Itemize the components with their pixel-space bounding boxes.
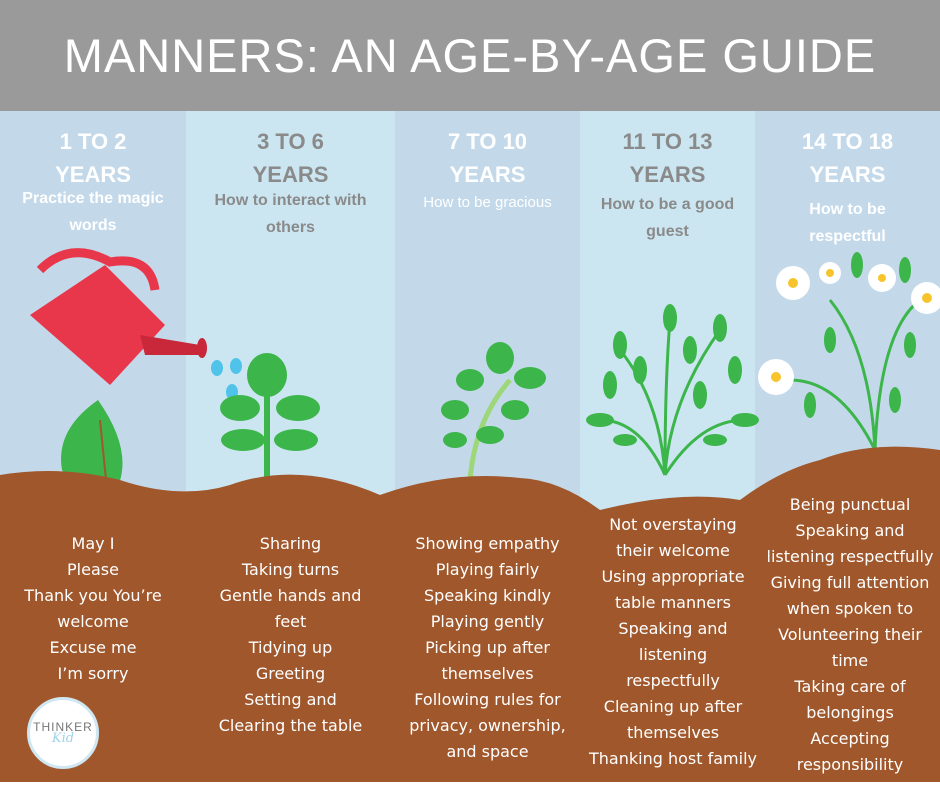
list-item: responsibility: [796, 755, 904, 774]
list-item: Speaking and: [618, 619, 728, 638]
list-11-to-13: Not overstaying their welcome Using appr…: [578, 512, 768, 772]
small-plant-icon: [220, 353, 320, 480]
list-item: Playing gently: [430, 612, 545, 631]
flower-plant-icon: [758, 252, 940, 451]
years-label: YEARS: [252, 162, 329, 187]
age-range: 11 TO 13: [622, 129, 713, 154]
logo-line-1: THINKER: [33, 720, 93, 734]
list-item: listening respectfully: [766, 547, 934, 566]
list-item: Speaking kindly: [424, 586, 551, 605]
list-item: Taking turns: [241, 560, 340, 579]
column-7-to-10: 7 TO 10 YEARS How to be gracious: [395, 111, 580, 531]
column-subtitle: How to interact with others: [214, 192, 367, 236]
header: MANNERS: AN AGE-BY-AGE GUIDE: [0, 0, 940, 111]
list-item: Cleaning up after: [603, 697, 743, 716]
water-drops-icon: [211, 358, 242, 400]
list-item: when spoken to: [786, 599, 914, 618]
list-item: Not overstaying: [609, 515, 737, 534]
list-item: Volunteering their: [778, 625, 922, 644]
list-item: listening: [638, 645, 708, 664]
list-7-to-10: Showing empathy Playing fairly Speaking …: [390, 531, 585, 765]
list-item: Speaking and: [795, 521, 905, 540]
list-item: Giving full attention: [770, 573, 930, 592]
list-item: privacy, ownership,: [409, 716, 566, 735]
list-item: belongings: [806, 703, 894, 722]
list-item: themselves: [626, 723, 720, 742]
years-label: YEARS: [629, 162, 706, 187]
list-item: Gentle hands and: [219, 586, 362, 605]
column-subtitle: How to be respectful: [809, 201, 886, 245]
list-item: table manners: [614, 593, 732, 612]
logo-line-2: Kid: [51, 731, 75, 746]
list-item: feet: [274, 612, 307, 631]
list-item: Thank you You’re: [24, 586, 162, 605]
list-item: Tidying up: [248, 638, 333, 657]
column-subtitle: How to be a good guest: [600, 196, 735, 240]
list-item: respectfully: [626, 671, 720, 690]
column-subtitle: Practice the magic words: [22, 190, 164, 234]
list-3-to-6: Sharing Taking turns Gentle hands and fe…: [186, 531, 395, 739]
years-label: YEARS: [449, 162, 526, 187]
young-plant-icon: [441, 342, 546, 481]
thinker-kid-logo: THINKER Kid: [27, 697, 99, 769]
list-item: Being punctual: [789, 495, 911, 514]
age-range: 3 TO 6: [257, 129, 324, 154]
list-14-to-18: Being punctual Speaking and listening re…: [755, 492, 940, 778]
list-item: time: [831, 651, 869, 670]
bush-icon: [586, 304, 759, 476]
list-item: I’m sorry: [57, 664, 129, 683]
list-item: Please: [67, 560, 119, 579]
years-label: YEARS: [55, 162, 131, 187]
list-item: themselves: [441, 664, 534, 683]
list-item: Excuse me: [49, 638, 137, 657]
list-1-to-2: May I Please Thank you You’re welcome Ex…: [0, 531, 186, 687]
years-label: YEARS: [809, 162, 886, 187]
soil-ground: [0, 446, 940, 782]
list-item: Picking up after: [425, 638, 550, 657]
watering-can-icon: [30, 248, 207, 385]
column-3-to-6: 3 TO 6 YEARS How to interact with others: [186, 111, 395, 531]
list-item: Following rules for: [414, 690, 561, 709]
age-range: 14 TO 18: [801, 129, 894, 154]
list-item: Clearing the table: [218, 716, 363, 735]
list-item: welcome: [57, 612, 129, 631]
list-item: Sharing: [259, 534, 322, 553]
age-range: 1 TO 2: [59, 129, 127, 154]
age-range: 7 TO 10: [447, 129, 528, 154]
list-item: Using appropriate: [601, 567, 745, 586]
list-item: Playing fairly: [435, 560, 540, 579]
list-item: Greeting: [255, 664, 326, 683]
list-item: Showing empathy: [415, 534, 560, 553]
list-item: their welcome: [616, 541, 730, 560]
page-title: MANNERS: AN AGE-BY-AGE GUIDE: [63, 29, 877, 82]
list-item: May I: [71, 534, 115, 553]
list-item: Thanking host family: [589, 749, 757, 768]
column-subtitle: How to be gracious: [423, 194, 552, 211]
list-item: Accepting: [810, 729, 890, 748]
list-item: and space: [446, 742, 529, 761]
list-item: Taking care of: [794, 677, 906, 696]
list-item: Setting and: [244, 690, 337, 709]
